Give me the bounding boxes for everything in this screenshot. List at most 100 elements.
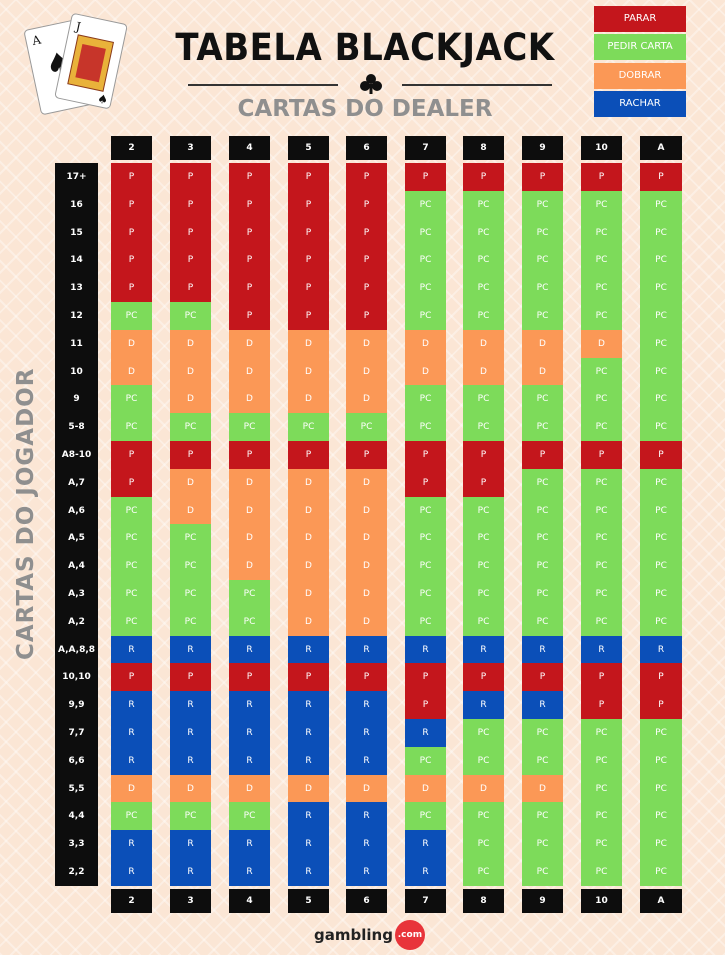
strategy-cell: PC [463, 191, 504, 219]
strategy-cell: PC [463, 830, 504, 858]
strategy-cell: PC [640, 719, 682, 747]
strategy-cell: PC [581, 469, 622, 497]
strategy-cell: D [229, 524, 270, 552]
strategy-cell: P [346, 302, 387, 330]
strategy-cell: PC [463, 497, 504, 525]
strategy-cell: PC [581, 552, 622, 580]
strategy-cell: R [229, 747, 270, 775]
strategy-cell: D [229, 330, 270, 358]
strategy-cell: PC [463, 802, 504, 830]
strategy-cell: PC [170, 608, 211, 636]
title-divider-right [402, 84, 552, 86]
strategy-cell: P [346, 441, 387, 469]
strategy-cell: P [111, 246, 152, 274]
strategy-cell: PC [581, 747, 622, 775]
strategy-cell: PC [522, 302, 563, 330]
playing-cards-illustration: A ♠ J ♠ [24, 13, 128, 115]
strategy-cell: D [405, 775, 446, 803]
strategy-cell: P [405, 469, 446, 497]
strategy-cell: P [640, 663, 682, 691]
strategy-cell: D [463, 330, 504, 358]
strategy-cell: P [229, 663, 270, 691]
strategy-cell: D [229, 552, 270, 580]
strategy-cell: P [346, 663, 387, 691]
strategy-cell: R [522, 636, 563, 664]
player-hand-label: 14 [55, 246, 98, 274]
strategy-cell: R [463, 691, 504, 719]
strategy-cell: D [346, 497, 387, 525]
strategy-cell: PC [463, 302, 504, 330]
strategy-cell: PC [581, 246, 622, 274]
strategy-cell: P [229, 191, 270, 219]
strategy-cell: P [522, 663, 563, 691]
strategy-cell: D [170, 330, 211, 358]
strategy-cell: PC [346, 413, 387, 441]
strategy-cell: PC [170, 413, 211, 441]
strategy-cell: D [288, 385, 329, 413]
strategy-cell: P [288, 219, 329, 247]
strategy-cell: R [111, 858, 152, 886]
strategy-cell: PC [640, 747, 682, 775]
strategy-cell: P [346, 191, 387, 219]
strategy-cell: R [111, 636, 152, 664]
strategy-cell: PC [640, 246, 682, 274]
dealer-card-header-top: 5 [288, 136, 329, 160]
strategy-cell: P [111, 219, 152, 247]
strategy-cell: PC [522, 497, 563, 525]
strategy-cell: D [288, 580, 329, 608]
strategy-cell: D [346, 524, 387, 552]
player-hand-label: 16 [55, 191, 98, 219]
strategy-cell: PC [522, 719, 563, 747]
strategy-cell: PC [640, 608, 682, 636]
strategy-cell: PC [581, 580, 622, 608]
player-hand-label: A,2 [55, 608, 98, 636]
strategy-cell: PC [581, 608, 622, 636]
player-hand-label: 6,6 [55, 747, 98, 775]
player-hand-label: A,3 [55, 580, 98, 608]
strategy-cell: P [288, 274, 329, 302]
strategy-cell: PC [522, 191, 563, 219]
legend-hit: PEDIR CARTA [594, 34, 686, 60]
strategy-cell: PC [111, 385, 152, 413]
strategy-cell: R [111, 747, 152, 775]
strategy-cell: R [346, 719, 387, 747]
strategy-cell: P [640, 163, 682, 191]
strategy-cell: PC [522, 580, 563, 608]
strategy-cell: D [346, 358, 387, 386]
strategy-cell: R [111, 719, 152, 747]
player-hand-label: A,A,8,8 [55, 636, 98, 664]
strategy-cell: PC [463, 580, 504, 608]
strategy-cell: P [463, 441, 504, 469]
dealer-card-header-top: 7 [405, 136, 446, 160]
player-hand-label: 9 [55, 385, 98, 413]
strategy-cell: PC [111, 552, 152, 580]
strategy-cell: PC [288, 413, 329, 441]
dealer-card-header-bottom: 9 [522, 889, 563, 913]
strategy-cell: P [111, 191, 152, 219]
strategy-cell: PC [581, 858, 622, 886]
strategy-cell: PC [405, 580, 446, 608]
strategy-cell: PC [640, 358, 682, 386]
strategy-cell: P [405, 663, 446, 691]
strategy-cell: PC [640, 802, 682, 830]
strategy-cell: R [463, 636, 504, 664]
dealer-card-header-bottom: 5 [288, 889, 329, 913]
strategy-cell: P [170, 663, 211, 691]
strategy-cell: PC [522, 385, 563, 413]
player-hand-label: 4,4 [55, 802, 98, 830]
strategy-cell: D [463, 775, 504, 803]
strategy-cell: D [522, 330, 563, 358]
strategy-cell: PC [640, 858, 682, 886]
strategy-cell: PC [229, 608, 270, 636]
dealer-card-header-bottom: 4 [229, 889, 270, 913]
strategy-cell: P [640, 691, 682, 719]
strategy-cell: PC [405, 747, 446, 775]
strategy-cell: PC [463, 219, 504, 247]
strategy-cell: PC [111, 608, 152, 636]
dealer-card-header-bottom: 2 [111, 889, 152, 913]
strategy-cell: R [346, 858, 387, 886]
strategy-cell: D [170, 775, 211, 803]
strategy-cell: R [288, 719, 329, 747]
strategy-cell: PC [522, 802, 563, 830]
strategy-cell: P [111, 469, 152, 497]
